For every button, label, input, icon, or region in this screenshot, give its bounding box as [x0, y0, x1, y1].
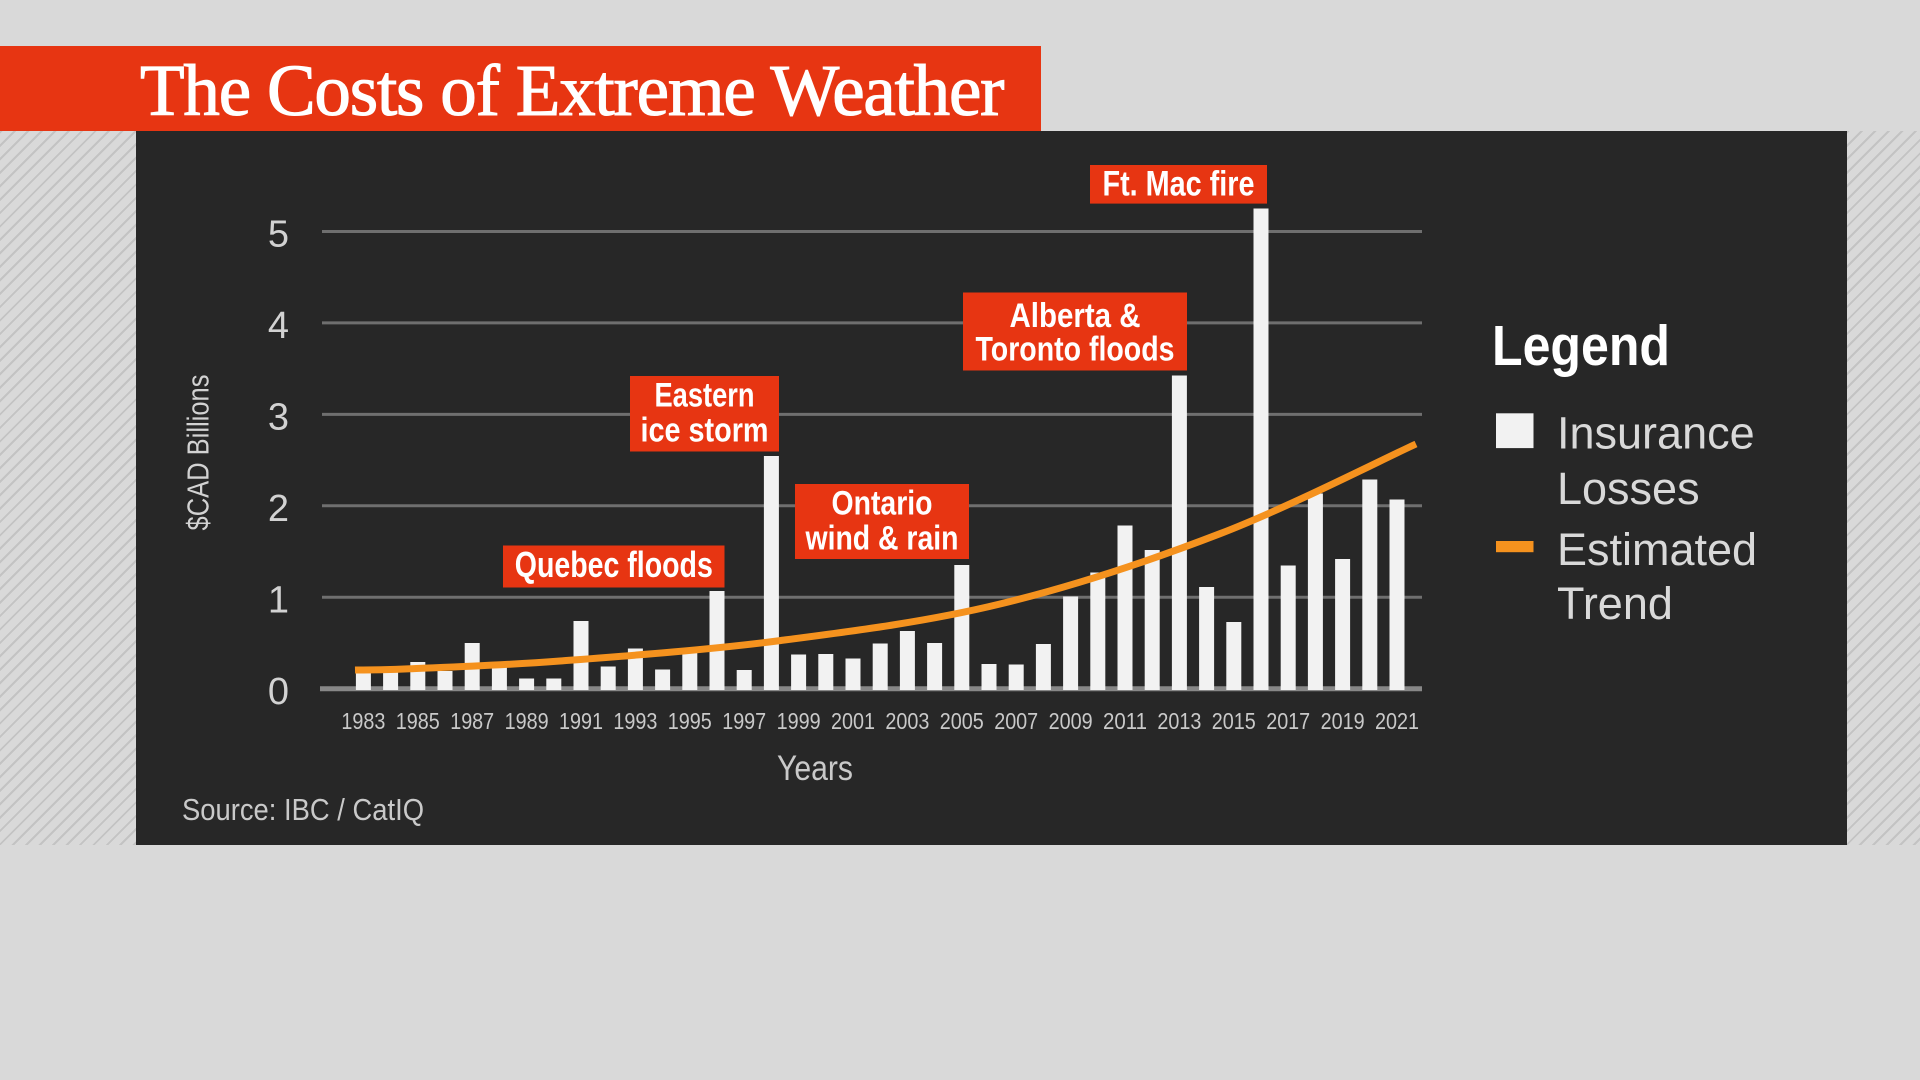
- svg-text:2007: 2007: [994, 708, 1038, 734]
- svg-text:1999: 1999: [777, 708, 821, 734]
- svg-text:Toronto floods: Toronto floods: [976, 331, 1175, 369]
- svg-text:1993: 1993: [613, 708, 657, 734]
- svg-text:1989: 1989: [505, 708, 549, 734]
- svg-text:Eastern: Eastern: [655, 376, 755, 414]
- svg-text:2015: 2015: [1212, 708, 1256, 734]
- svg-text:Source: IBC / CatIQ: Source: IBC / CatIQ: [182, 792, 424, 827]
- svg-text:1995: 1995: [668, 708, 712, 734]
- svg-text:Trend: Trend: [1557, 578, 1673, 629]
- svg-text:Estimated: Estimated: [1557, 524, 1757, 575]
- svg-text:5: 5: [268, 214, 289, 256]
- svg-text:2: 2: [268, 488, 289, 530]
- svg-text:Insurance: Insurance: [1557, 408, 1755, 459]
- svg-text:1997: 1997: [722, 708, 766, 734]
- svg-text:2009: 2009: [1049, 708, 1093, 734]
- svg-text:Ontario: Ontario: [832, 485, 933, 523]
- svg-text:0: 0: [268, 671, 289, 713]
- svg-text:Legend: Legend: [1492, 314, 1670, 378]
- svg-text:Years: Years: [777, 749, 853, 788]
- svg-text:wind & rain: wind & rain: [805, 520, 959, 558]
- svg-text:2019: 2019: [1321, 708, 1365, 734]
- svg-text:Ft. Mac fire: Ft. Mac fire: [1103, 165, 1255, 204]
- svg-text:1985: 1985: [396, 708, 440, 734]
- svg-text:Quebec floods: Quebec floods: [515, 544, 713, 585]
- svg-text:1991: 1991: [559, 708, 603, 734]
- svg-text:2003: 2003: [885, 708, 929, 734]
- svg-text:2011: 2011: [1103, 708, 1147, 734]
- svg-text:1: 1: [268, 579, 289, 621]
- svg-text:Alberta &: Alberta &: [1010, 297, 1141, 335]
- svg-text:2001: 2001: [831, 708, 875, 734]
- svg-text:1987: 1987: [450, 708, 494, 734]
- svg-text:2005: 2005: [940, 708, 984, 734]
- svg-text:3: 3: [268, 396, 289, 438]
- svg-text:2013: 2013: [1157, 708, 1201, 734]
- svg-text:2021: 2021: [1375, 708, 1419, 734]
- svg-text:2017: 2017: [1266, 708, 1310, 734]
- svg-text:Losses: Losses: [1557, 463, 1700, 514]
- svg-text:4: 4: [268, 305, 289, 347]
- svg-text:ice storm: ice storm: [641, 412, 769, 450]
- svg-text:1983: 1983: [341, 708, 385, 734]
- svg-text:$CAD Billions: $CAD Billions: [181, 375, 216, 531]
